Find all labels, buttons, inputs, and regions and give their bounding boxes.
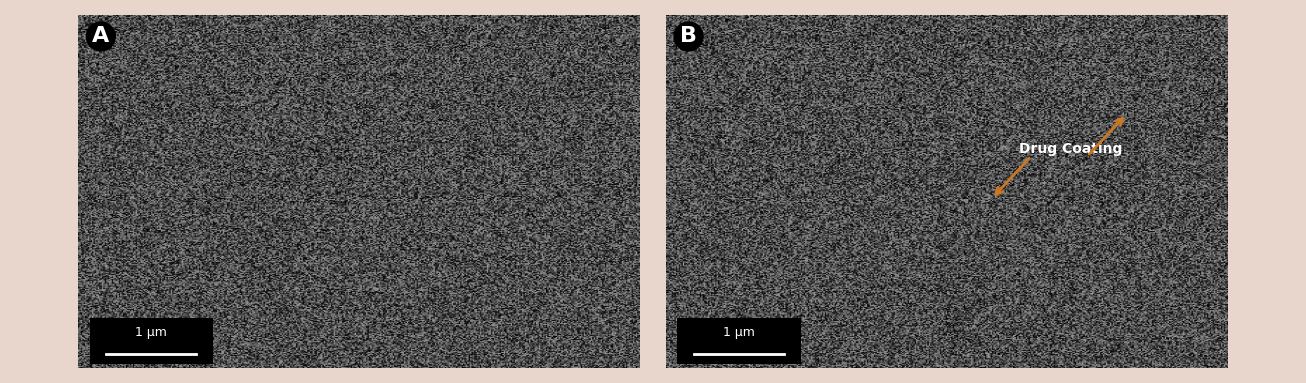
Text: 1 μm: 1 μm <box>724 326 755 339</box>
FancyBboxPatch shape <box>90 318 213 364</box>
Text: A: A <box>93 26 110 46</box>
FancyBboxPatch shape <box>678 318 801 364</box>
Text: Drug Coating: Drug Coating <box>1019 142 1122 156</box>
Text: B: B <box>680 26 697 46</box>
Text: 1 μm: 1 μm <box>136 326 167 339</box>
